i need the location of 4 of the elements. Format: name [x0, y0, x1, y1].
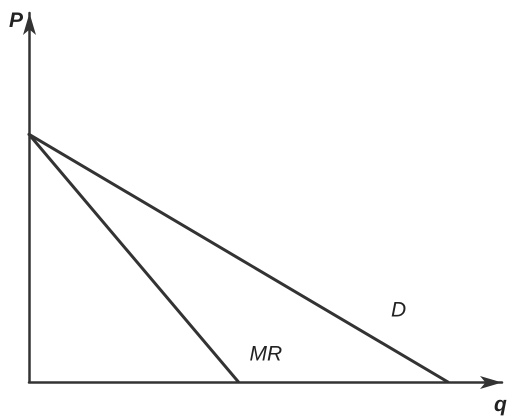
- series-label: MR: [249, 342, 282, 366]
- x-axis-title: q: [494, 393, 507, 416]
- y-axis-title: P: [8, 9, 24, 32]
- series-label: D: [390, 298, 406, 322]
